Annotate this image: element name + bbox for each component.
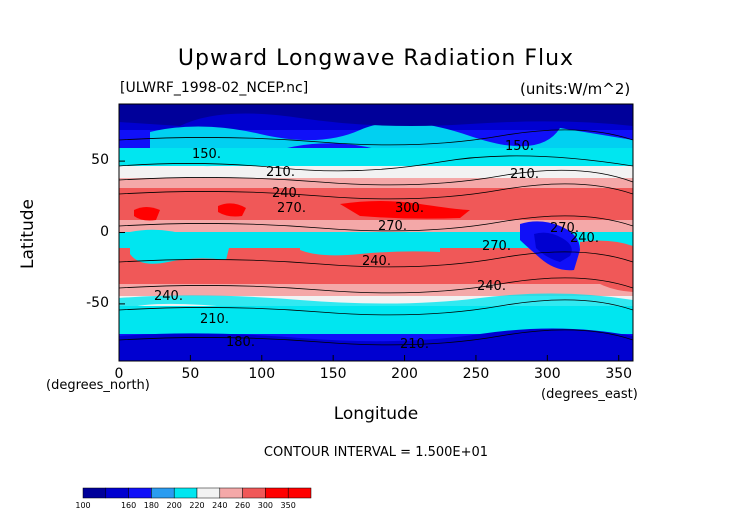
contour-label: 240. bbox=[570, 231, 599, 246]
colorbar-segment bbox=[196, 487, 221, 499]
x-units-label: (degrees_east) bbox=[541, 387, 638, 402]
colorbar-segment bbox=[287, 487, 312, 499]
colorbar-segment bbox=[265, 487, 289, 499]
contour-label: 150. bbox=[505, 139, 534, 154]
contour-line-5 bbox=[119, 251, 633, 268]
x-tick-label: 200 bbox=[391, 366, 418, 382]
x-tick-label: 250 bbox=[462, 366, 490, 382]
axis-ticks bbox=[118, 160, 620, 361]
colorbar-segment bbox=[128, 487, 152, 499]
x-tick-label: 350 bbox=[605, 366, 633, 382]
units-label: (units:W/m^2) bbox=[520, 80, 631, 98]
north-cyan-patch bbox=[150, 122, 633, 167]
colorbar-label: 100 bbox=[75, 501, 91, 510]
contour-label: 240. bbox=[362, 254, 391, 269]
colorbar-segment bbox=[105, 487, 129, 499]
contour-line-7 bbox=[119, 299, 633, 316]
tropic-hot-3 bbox=[218, 203, 246, 217]
contour-label: 270. bbox=[378, 219, 407, 234]
contour-line-4 bbox=[119, 215, 633, 232]
colorbar-label: 180 bbox=[143, 501, 160, 510]
colorbar-segment bbox=[242, 487, 266, 499]
contour-label: 270. bbox=[550, 221, 579, 236]
band-south-pink bbox=[119, 284, 633, 298]
colorbar-segment bbox=[173, 487, 198, 499]
contour-label: 180. bbox=[226, 335, 255, 350]
y-tick-label: 0 bbox=[100, 223, 109, 240]
x-tick-label: 50 bbox=[181, 366, 200, 382]
colorbar bbox=[82, 487, 312, 499]
colorbar-label: 260 bbox=[234, 501, 251, 510]
contour-line-8 bbox=[119, 329, 633, 346]
contour-label: 240. bbox=[477, 279, 506, 294]
contour-label: 210. bbox=[266, 165, 295, 180]
x-tick-label: 300 bbox=[533, 366, 561, 382]
contour-label: 300. bbox=[395, 201, 424, 216]
colorbar-label: 350 bbox=[280, 501, 296, 510]
x-axis-label: Longitude bbox=[333, 404, 419, 424]
dataset-label: [ULWRF_1998-02_NCEP.nc] bbox=[120, 80, 309, 96]
y-units-label: (degrees_north) bbox=[46, 378, 150, 393]
x-tick-label: 150 bbox=[319, 366, 347, 382]
north-blue-patch bbox=[119, 104, 633, 126]
contour-line-9 bbox=[119, 129, 633, 146]
contour-line-1 bbox=[119, 155, 633, 172]
colorbar-segment bbox=[151, 487, 175, 499]
contour-label: 150. bbox=[192, 147, 221, 162]
pacific-cyan bbox=[300, 233, 440, 256]
contour-interval: CONTOUR INTERVAL = 1.500E+01 bbox=[263, 445, 489, 460]
y-tick-label: -50 bbox=[86, 294, 109, 311]
contour-line-3 bbox=[119, 183, 633, 200]
indonesia-cyan bbox=[130, 229, 230, 264]
contour-label: 210. bbox=[510, 167, 539, 182]
colorbar-segment bbox=[82, 487, 107, 499]
colorbar-label: 300 bbox=[257, 501, 274, 510]
contour-label: 210. bbox=[200, 312, 229, 327]
contour-label: 240. bbox=[272, 186, 301, 201]
southern-pale-patch bbox=[119, 293, 633, 315]
colorbar-label: 200 bbox=[166, 501, 182, 510]
contour-label: 270. bbox=[277, 201, 306, 216]
colorbar-label: 240 bbox=[212, 501, 228, 510]
colorbar-label: 160 bbox=[120, 501, 137, 510]
tropic-hot-2 bbox=[134, 207, 160, 221]
colorbar-segment bbox=[219, 487, 243, 499]
band-north-pink bbox=[119, 178, 633, 190]
x-tick-label: 100 bbox=[248, 366, 276, 382]
contour-line-6 bbox=[119, 277, 633, 294]
contour-line-2 bbox=[119, 169, 633, 186]
colorbar-label: 220 bbox=[189, 501, 205, 510]
x-tick-label: 0 bbox=[114, 366, 124, 382]
andes-cold-core bbox=[534, 232, 572, 262]
contour-label: 270. bbox=[482, 239, 511, 254]
chart-title: Upward Longwave Radiation Flux bbox=[177, 46, 575, 71]
contour-label: 210. bbox=[400, 337, 429, 352]
y-tick-label: 50 bbox=[91, 152, 109, 169]
contour-label: 240. bbox=[154, 289, 183, 304]
tropic-hot-1 bbox=[340, 201, 470, 219]
